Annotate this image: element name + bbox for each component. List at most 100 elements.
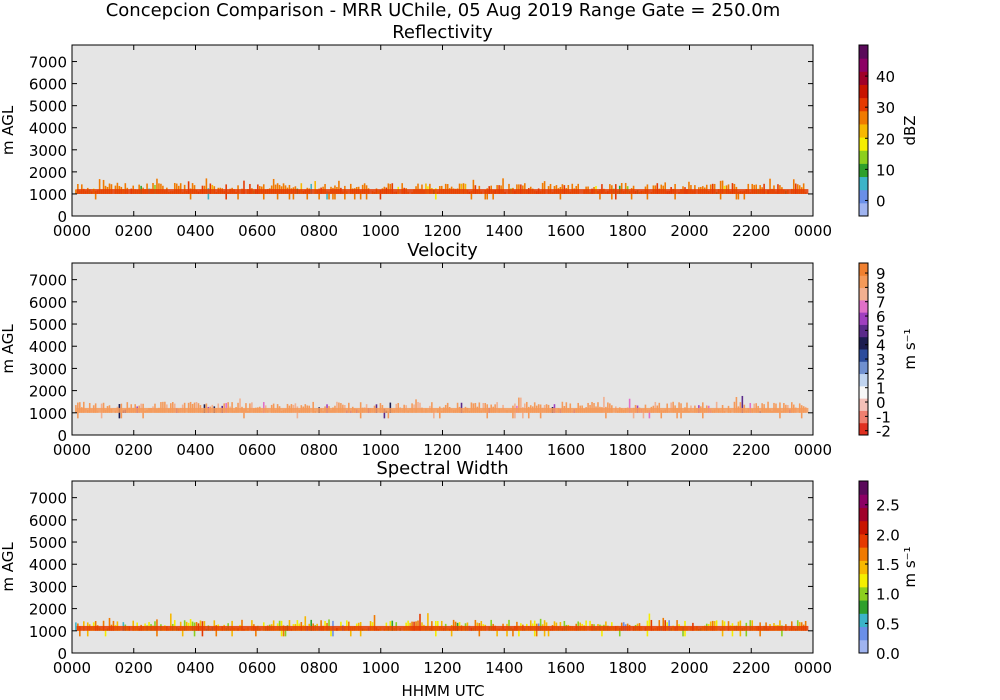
data-column [417, 620, 419, 631]
data-column [330, 627, 332, 637]
data-column [417, 402, 419, 413]
y-tick-label: 6000 [29, 294, 67, 312]
colorbar-segment [859, 626, 868, 641]
data-column [737, 191, 740, 200]
x-tick-label: 1200 [423, 222, 461, 240]
data-column [324, 183, 326, 194]
data-column [715, 401, 718, 413]
data-column [227, 402, 229, 413]
data-column [686, 402, 688, 413]
data-column [593, 403, 595, 413]
x-tick-label: 2200 [732, 222, 770, 240]
data-column [589, 620, 591, 631]
data-column [547, 626, 550, 637]
x-tick-label: 0400 [176, 222, 214, 240]
data-column [162, 401, 164, 413]
colorbar-tick-label: 3 [876, 351, 886, 369]
data-column [199, 620, 202, 631]
data-column [108, 617, 111, 631]
data-column [278, 620, 281, 631]
data-column [112, 620, 115, 631]
data-column [312, 401, 314, 413]
colorbar-segment [859, 586, 868, 601]
y-tick-label: 5000 [29, 316, 67, 334]
colorbar-segment [859, 97, 868, 112]
data-column [518, 397, 520, 413]
data-column [387, 183, 390, 194]
x-tick-label: 1400 [485, 659, 523, 677]
data-column [733, 183, 736, 194]
data-column [79, 626, 81, 637]
data-column [670, 402, 672, 413]
data-column [664, 182, 667, 194]
data-column [429, 183, 431, 194]
data-column [158, 183, 160, 194]
data-column [328, 191, 330, 200]
data-column [533, 402, 536, 413]
data-column [539, 618, 542, 631]
data-column [474, 402, 477, 413]
colorbar-frame [858, 44, 869, 217]
colorbar-segment [859, 361, 868, 375]
colorbar-segment [859, 150, 868, 164]
data-column [272, 620, 275, 631]
data-column [642, 408, 645, 419]
data-column [440, 620, 443, 631]
data-column [656, 183, 659, 194]
data-column [239, 398, 241, 413]
colorbar-frame [858, 262, 869, 436]
colorbar-segment [859, 422, 868, 436]
colorbar-tick-label: 1 [876, 380, 886, 398]
colorbar-segment [859, 639, 868, 654]
y-tick-label: 2000 [29, 383, 67, 401]
y-tick-label: 5000 [29, 534, 67, 552]
data-column [314, 181, 316, 194]
x-tick-label: 0600 [238, 659, 276, 677]
y-tick-label: 7000 [29, 54, 67, 72]
colorbar-segment [859, 176, 868, 191]
panel-0: Reflectivity m AGL 0 1000 2000 3000 4000 5000 60… [0, 22, 919, 240]
data-column [132, 620, 135, 631]
data-column [496, 402, 498, 413]
data-column [688, 181, 690, 194]
data-column [508, 619, 510, 631]
figure-title: Concepcion Comparison - MRR UChile, 05 A… [106, 0, 781, 21]
data-column [189, 619, 192, 631]
data-column [609, 184, 611, 194]
x-tick-label: 1400 [485, 222, 523, 240]
data-column [401, 183, 403, 194]
data-column [668, 620, 670, 631]
data-column [648, 613, 651, 631]
colorbar-tick-label: 7 [876, 294, 886, 312]
data-column [324, 620, 326, 631]
data-column [597, 402, 599, 413]
x-tick-label: 0400 [176, 659, 214, 677]
data-column [320, 620, 322, 631]
data-column [452, 619, 455, 631]
x-tick-label: 0000 [53, 222, 91, 240]
y-tick-label: 4000 [29, 120, 67, 138]
data-column [781, 625, 783, 637]
colorbar-tick-label: 2.0 [876, 526, 900, 544]
colorbar-segment [859, 613, 868, 628]
data-column [577, 183, 579, 194]
y-tick-label: 4000 [29, 556, 67, 574]
colorbar-segment [859, 110, 868, 125]
data-column [773, 402, 775, 413]
colorbar-tick-label: 1.5 [876, 556, 900, 574]
colorbar-segment [859, 385, 868, 399]
colorbar-tick-label: 20 [876, 130, 895, 148]
data-column [529, 620, 532, 631]
colorbar-tick-label: 30 [876, 99, 895, 117]
data-column [189, 401, 192, 413]
y-tick-label: 1000 [29, 405, 67, 423]
data-column [427, 613, 429, 631]
colorbar-segment [859, 533, 868, 548]
data-column [296, 620, 299, 631]
colorbar-tick-label: 0 [876, 394, 886, 412]
data-column [802, 183, 805, 194]
colorbar-segment [859, 123, 868, 138]
panel-title: Velocity [407, 240, 478, 261]
data-column [804, 620, 807, 631]
y-tick-label: 0 [57, 645, 67, 663]
